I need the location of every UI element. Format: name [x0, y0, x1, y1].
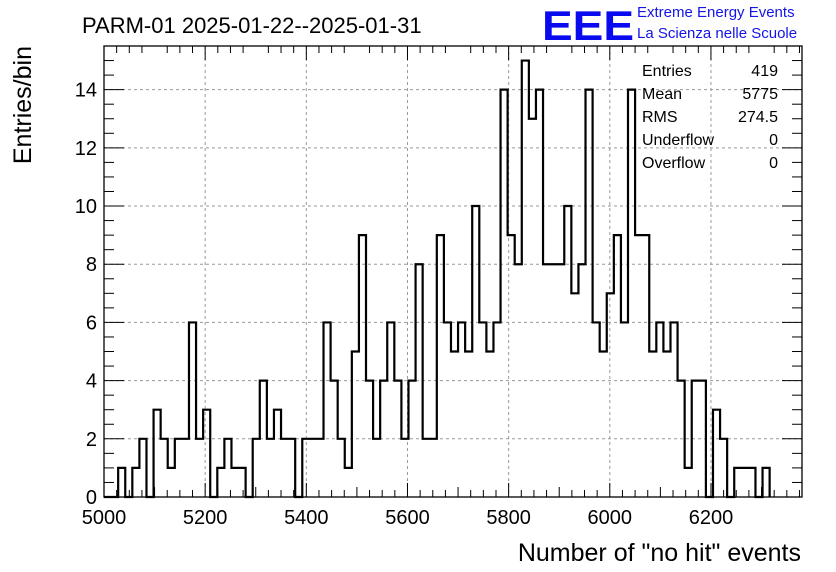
- stat-rms-value: 274.5: [738, 109, 778, 126]
- y-tick-label: 2: [86, 429, 97, 451]
- histogram-series: [104, 59, 771, 499]
- y-tick-label: 10: [75, 196, 97, 218]
- stat-rms-label: RMS: [642, 109, 678, 126]
- stat-entries-value: 419: [751, 63, 778, 80]
- x-tick-label: 5400: [284, 507, 329, 529]
- y-tick-label: 0: [86, 487, 97, 509]
- stats-box: Entries 419 Mean 5775 RMS 274.5 Underflo…: [642, 63, 778, 172]
- y-tick-label: 6: [86, 312, 97, 334]
- stat-overflow-value: 0: [769, 155, 778, 172]
- x-tick-label: 5200: [183, 507, 228, 529]
- y-tick-label: 12: [75, 138, 97, 160]
- x-tick-label: 6200: [689, 507, 734, 529]
- grid-lines: [103, 46, 802, 497]
- logo-line-1: Extreme Energy Events: [637, 4, 795, 21]
- stat-underflow-label: Underflow: [642, 132, 714, 149]
- stat-mean-value: 5775: [742, 86, 778, 103]
- stat-overflow-label: Overflow: [642, 155, 706, 172]
- chart-title: PARM-01 2025-01-22--2025-01-31: [82, 13, 422, 38]
- eee-logo-mark: EEE: [542, 2, 634, 49]
- y-axis-title: Entries/bin: [9, 46, 37, 164]
- stat-mean-label: Mean: [642, 86, 682, 103]
- eee-logo: EEE Extreme Energy Events La Scienza nel…: [542, 2, 797, 49]
- x-tick-labels: 5000 5200 5400 5600 5800 6000 6200: [82, 507, 733, 529]
- y-tick-label: 8: [86, 254, 97, 276]
- stat-entries-label: Entries: [642, 63, 692, 80]
- stat-underflow-value: 0: [769, 132, 778, 149]
- y-tick-label: 14: [75, 80, 97, 102]
- x-tick-label: 5000: [82, 507, 127, 529]
- logo-line-2: La Scienza nelle Scuole: [637, 25, 797, 42]
- y-tick-labels: 0 2 4 6 8 10 12 14: [75, 80, 97, 509]
- plot-frame: [103, 45, 803, 498]
- y-tick-label: 4: [86, 371, 97, 393]
- x-axis-title: Number of "no hit" events: [518, 539, 801, 567]
- x-tick-label: 5800: [486, 507, 531, 529]
- x-tick-label: 5600: [385, 507, 430, 529]
- axis-ticks: [103, 45, 802, 498]
- x-tick-label: 6000: [588, 507, 633, 529]
